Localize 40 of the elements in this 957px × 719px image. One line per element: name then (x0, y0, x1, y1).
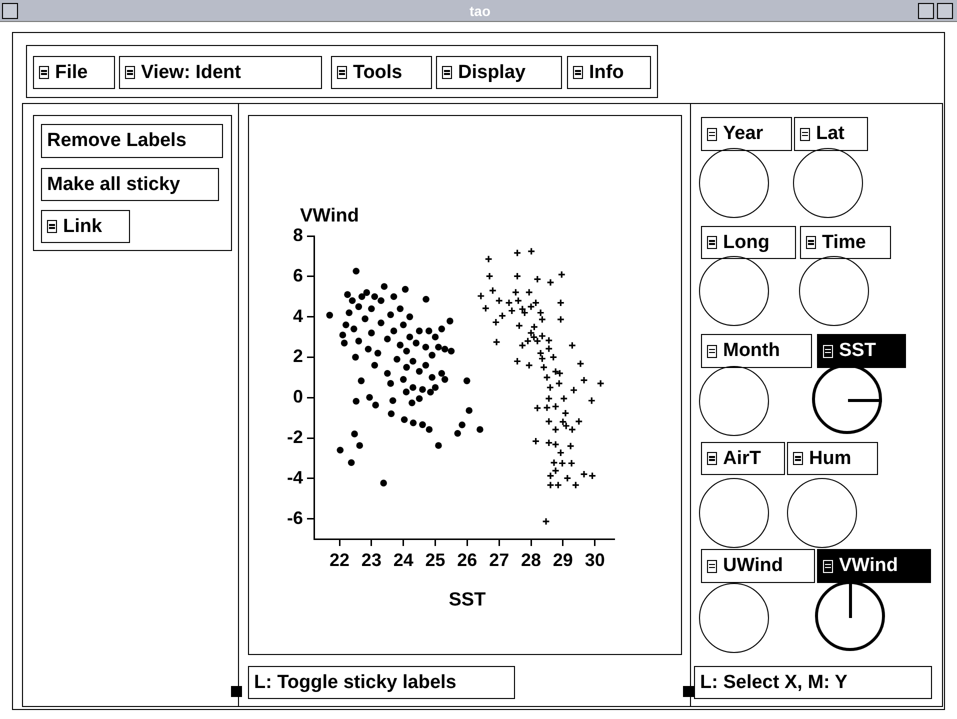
y-tick-label: 4 (292, 306, 303, 326)
y-tick-label: 8 (292, 224, 303, 245)
text: Time (822, 232, 866, 254)
text: Long (723, 232, 770, 254)
x-tick-label: 28 (521, 550, 542, 570)
y-tick-label: 6 (292, 265, 303, 286)
text: L: Select X, M: Y (700, 672, 848, 694)
y-tick-label: -2 (286, 426, 303, 447)
text: SST (839, 340, 876, 362)
text: Lat (816, 123, 844, 145)
text: Make all sticky (47, 174, 180, 196)
text: Year (723, 123, 764, 145)
y-tick-label: -4 (286, 467, 303, 488)
text: Display (458, 62, 526, 84)
x-tick-label: 24 (393, 550, 414, 570)
x-tick-label: 25 (425, 550, 446, 570)
text: Month (723, 340, 780, 362)
text: VWind (839, 555, 898, 577)
text: L: Toggle sticky labels (254, 672, 456, 694)
text: Info (589, 62, 624, 84)
text: Tools (353, 62, 402, 84)
text: File (55, 62, 88, 84)
x-axis-title: SST (448, 590, 486, 611)
y-tick-label: 0 (292, 386, 303, 407)
x-tick-label: 22 (330, 550, 350, 570)
text: AirT (723, 448, 761, 470)
x-tick-label: 27 (489, 550, 510, 570)
text: View: Ident (141, 62, 241, 84)
text: Link (63, 216, 102, 238)
y-axis-title: VWind (300, 206, 359, 227)
y-tick-label: 2 (292, 346, 303, 366)
y-tick-label: -6 (286, 508, 303, 528)
text: Remove Labels (47, 130, 186, 152)
x-tick-label: 29 (552, 550, 573, 570)
text: Hum (809, 448, 852, 470)
x-tick-label: 23 (361, 550, 382, 570)
text: UWind (723, 555, 783, 577)
x-tick-label: 26 (457, 550, 478, 570)
text: tao (468, 2, 492, 21)
x-tick-label: 30 (584, 550, 605, 570)
